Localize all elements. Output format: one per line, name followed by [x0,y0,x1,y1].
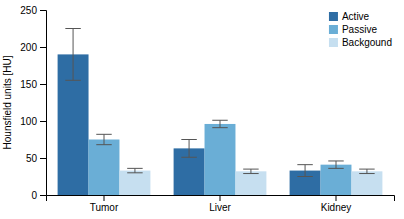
legend-item: Active [329,11,370,22]
y-axis-title: Hounsfield units [HU] [2,55,13,149]
error-bar [127,168,142,172]
error-bar [359,169,374,173]
y-tick: 0 [31,190,46,201]
x-axis-line [47,196,395,202]
y-axis-line [40,11,47,196]
y-tick-label: 250 [20,5,37,16]
y-tick-label: 0 [31,190,37,201]
legend-item: Passive [329,24,377,35]
x-tick-mark [220,195,221,201]
error-bar [328,161,343,168]
bar [351,171,382,195]
y-tick: 200 [20,42,46,53]
series [119,168,382,195]
x-tick: Tumor [90,195,119,213]
legend-swatch [329,12,338,21]
bar [89,140,120,196]
error-bar [297,165,312,177]
y-tick: 250 [20,5,46,16]
y-tick-label: 50 [26,153,38,164]
y-tick-mark [40,84,46,85]
bar [119,171,150,195]
error-bar [181,140,196,158]
y-tick: 150 [20,79,46,90]
x-tick-label: Kidney [321,202,352,213]
series [89,120,352,195]
legend-swatch [329,38,338,47]
y-tick-mark [40,195,46,196]
legend-swatch [329,25,338,34]
y-tick-mark [40,158,46,159]
y-tick-label: 100 [20,116,37,127]
x-tick: Liver [209,195,231,213]
legend-label: Passive [342,24,377,35]
x-tick-mark [336,195,337,201]
legend-label: Active [342,11,370,22]
bar [235,171,266,195]
y-tick-label: 150 [20,79,37,90]
y-tick: 100 [20,116,46,127]
legend-label: Backgound [342,37,392,48]
y-axis: 0 50 100 150 200 250 [20,5,46,201]
marks [58,29,383,196]
legend-item: Backgound [329,37,392,48]
y-tick-mark [40,47,46,48]
bar [205,124,236,195]
bar [321,165,352,195]
x-axis: Tumor Liver Kidney [47,195,395,213]
x-tick-mark [104,195,105,201]
error-bar [96,134,111,144]
y-tick-mark [40,10,46,11]
series [58,29,321,196]
error-bar [243,169,258,173]
x-tick-label: Liver [209,202,231,213]
plot: 0 50 100 150 200 250 Tumor Liver Kidney Hounsfiel… [2,5,395,213]
error-bar [212,120,227,127]
y-tick-mark [40,121,46,122]
x-tick: Kidney [321,195,352,213]
chart: 0 50 100 150 200 250 Tumor Liver Kidney Hounsfiel… [0,0,404,219]
x-tick-label: Tumor [90,202,119,213]
y-tick: 50 [26,153,46,164]
y-tick-label: 200 [20,42,37,53]
legend: Active Passive Backgound [329,11,392,48]
error-bar [65,29,80,81]
